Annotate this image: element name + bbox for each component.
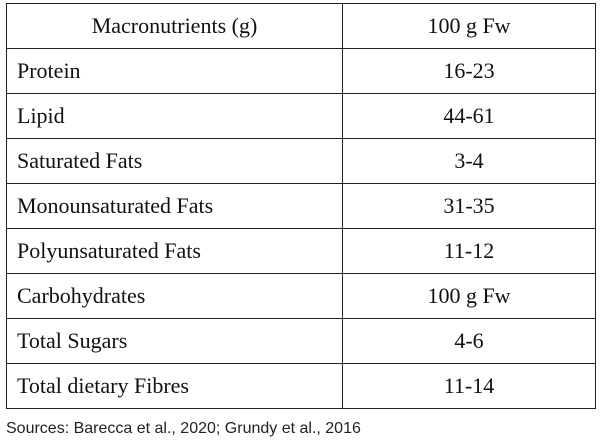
table-row: Protein 16-23	[6, 48, 596, 94]
row-value: 16-23	[342, 48, 596, 94]
row-label: Carbohydrates	[6, 273, 343, 319]
row-label: Total Sugars	[6, 318, 343, 364]
macronutrients-table: Macronutrients (g) 100 g Fw Protein 16-2…	[6, 3, 596, 409]
row-value: 4-6	[342, 318, 596, 364]
row-label: Monounsaturated Fats	[6, 183, 343, 229]
row-label: Polyunsaturated Fats	[6, 228, 343, 274]
table-row: Carbohydrates 100 g Fw	[6, 273, 596, 319]
macronutrients-table-container: Macronutrients (g) 100 g Fw Protein 16-2…	[6, 3, 596, 409]
row-value: 31-35	[342, 183, 596, 229]
table-header-row: Macronutrients (g) 100 g Fw	[6, 3, 596, 49]
table-row: Monounsaturated Fats 31-35	[6, 183, 596, 229]
table-row: Total dietary Fibres 11-14	[6, 363, 596, 409]
row-label: Total dietary Fibres	[6, 363, 343, 409]
column-header-macronutrients: Macronutrients (g)	[6, 3, 343, 49]
row-value: 100 g Fw	[342, 273, 596, 319]
row-label: Lipid	[6, 93, 343, 139]
table-row: Saturated Fats 3-4	[6, 138, 596, 184]
column-header-amount: 100 g Fw	[342, 3, 596, 49]
table-row: Total Sugars 4-6	[6, 318, 596, 364]
row-label: Protein	[6, 48, 343, 94]
row-label: Saturated Fats	[6, 138, 343, 184]
row-value: 11-14	[342, 363, 596, 409]
table-row: Polyunsaturated Fats 11-12	[6, 228, 596, 274]
row-value: 3-4	[342, 138, 596, 184]
table-row: Lipid 44-61	[6, 93, 596, 139]
row-value: 11-12	[342, 228, 596, 274]
source-citation: Sources: Barecca et al., 2020; Grundy et…	[6, 420, 361, 437]
row-value: 44-61	[342, 93, 596, 139]
